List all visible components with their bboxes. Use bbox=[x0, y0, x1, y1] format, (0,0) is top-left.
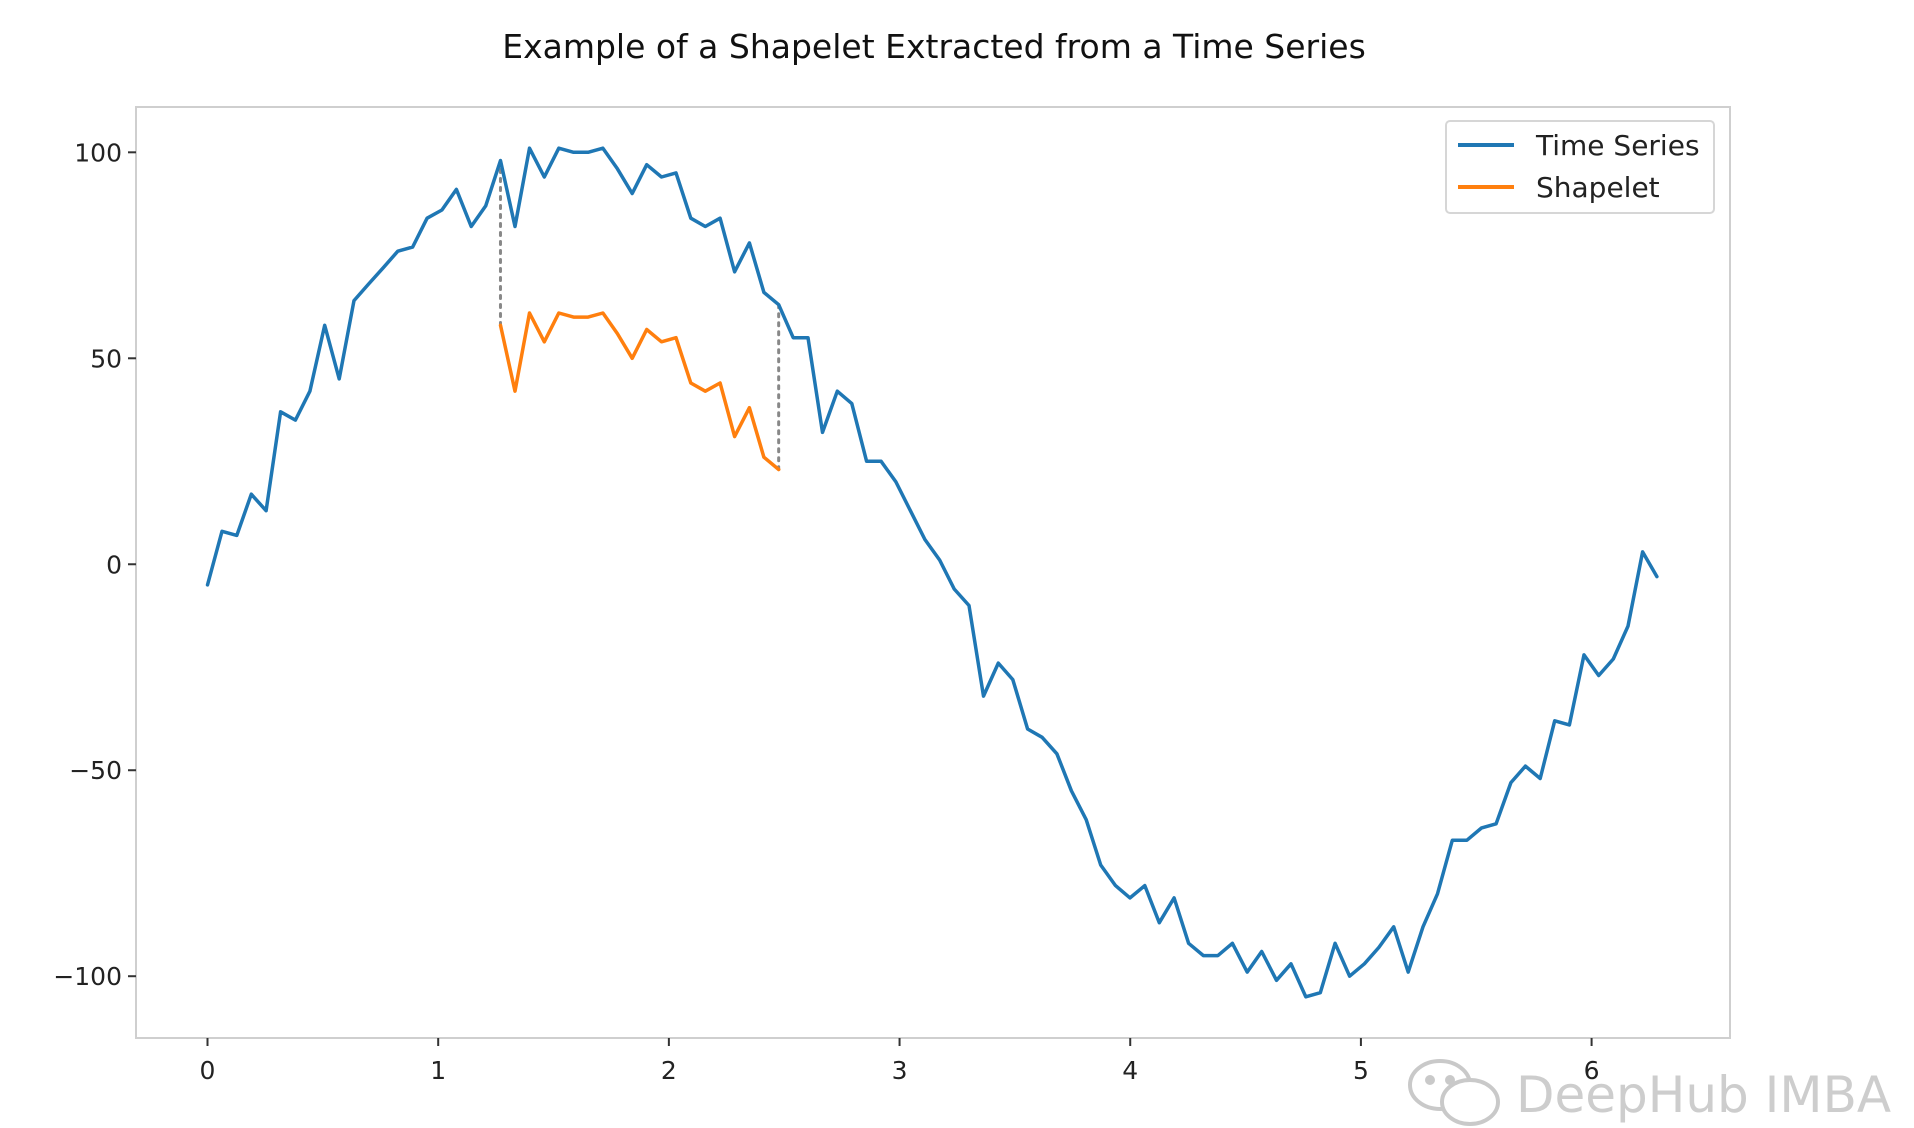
y-tick-label: 50 bbox=[90, 344, 122, 373]
x-tick-label: 6 bbox=[1584, 1056, 1600, 1085]
y-tick-label: −100 bbox=[53, 962, 122, 991]
y-tick-label: −50 bbox=[69, 756, 122, 785]
chart-title: Example of a Shapelet Extracted from a T… bbox=[502, 27, 1366, 66]
x-tick-label: 2 bbox=[661, 1056, 677, 1085]
y-axis: 100 50 0 −50 −100 bbox=[53, 138, 136, 991]
legend: Time Series Shapelet bbox=[1445, 120, 1715, 214]
watermark-text: DeepHub IMBA bbox=[1516, 1066, 1891, 1124]
x-tick-label: 5 bbox=[1353, 1056, 1369, 1085]
x-tick-label: 3 bbox=[892, 1056, 908, 1085]
series-layer bbox=[205, 146, 1659, 999]
series-line-time-series bbox=[205, 146, 1659, 999]
x-tick-label: 1 bbox=[430, 1056, 446, 1085]
y-tick-label: 100 bbox=[74, 138, 122, 167]
watermark: DeepHub IMBA bbox=[1408, 1059, 1891, 1126]
plot-frame bbox=[135, 106, 1731, 1039]
annotation-lines bbox=[498, 159, 781, 472]
legend-label-time-series: Time Series bbox=[1535, 129, 1700, 162]
x-tick-label: 4 bbox=[1122, 1056, 1138, 1085]
series-line-shapelet bbox=[498, 311, 781, 472]
x-axis: 0 1 2 3 4 5 6 bbox=[200, 1038, 1600, 1085]
y-tick-label: 0 bbox=[106, 550, 122, 579]
legend-label-shapelet: Shapelet bbox=[1536, 171, 1660, 204]
x-tick-label: 0 bbox=[200, 1056, 216, 1085]
wechat-icon bbox=[1408, 1059, 1500, 1126]
